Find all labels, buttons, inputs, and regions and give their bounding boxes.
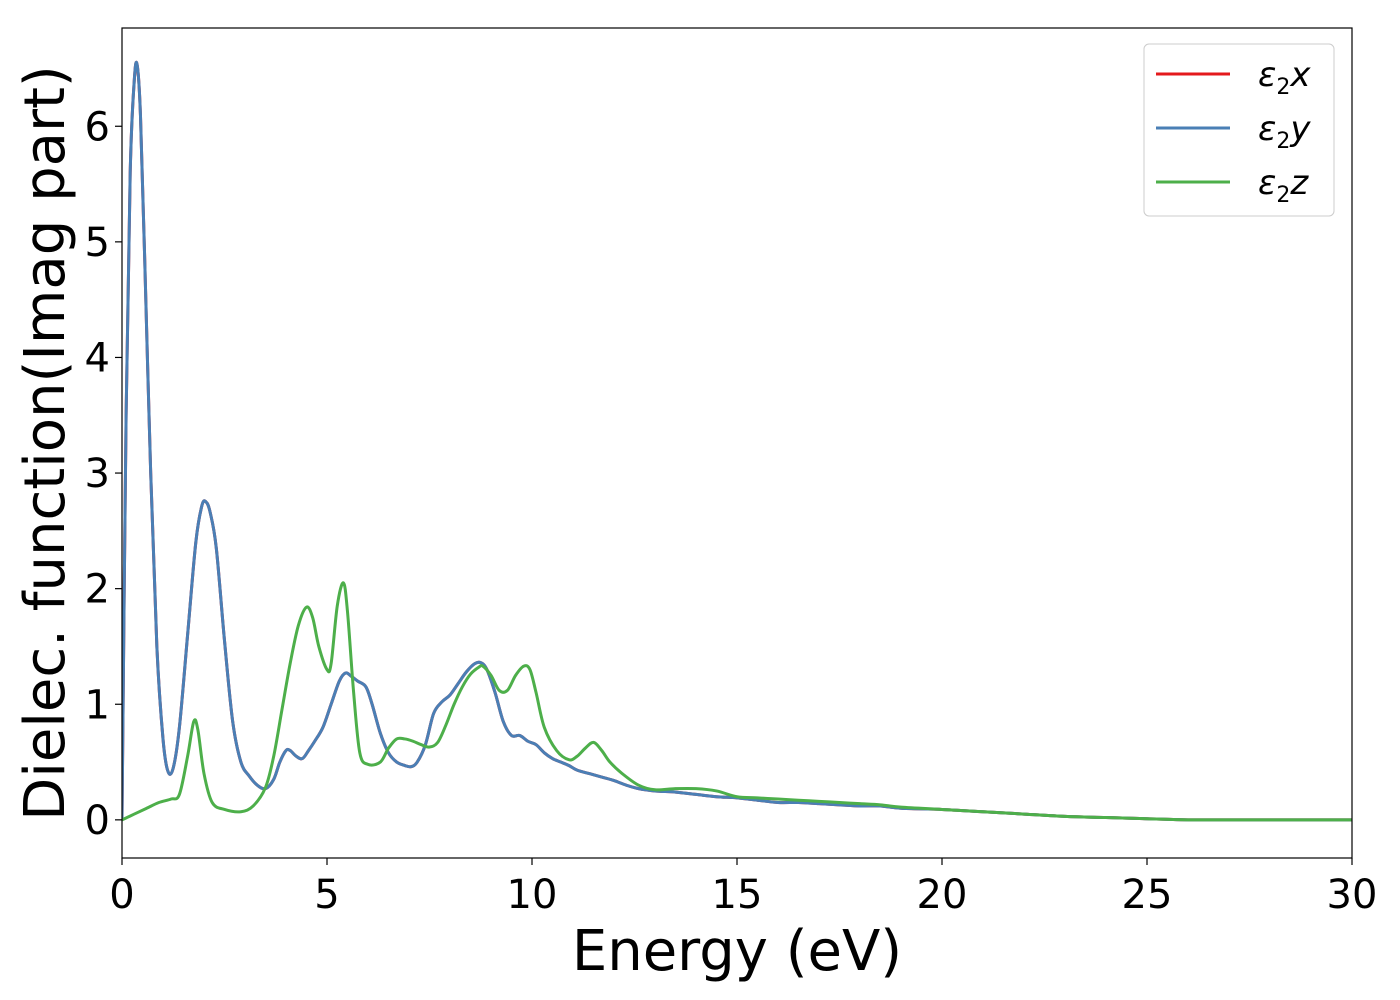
x-tick-label: 20 — [917, 872, 968, 918]
legend-label-z: ε2z — [1258, 163, 1309, 208]
x-axis-title: Energy (eV) — [572, 919, 902, 984]
series-line-y — [122, 60, 1352, 822]
legend: ε2x ε2y ε2z — [1143, 43, 1335, 217]
y-tick-label: 5 — [85, 220, 110, 266]
x-axis-ticks: 0 5 10 15 20 25 30 — [109, 858, 1377, 918]
x-tick-label: 0 — [109, 872, 134, 918]
legend-label-x: ε2x — [1258, 55, 1311, 100]
y-tick-label: 2 — [85, 567, 110, 613]
y-axis-ticks: 0 1 2 3 4 5 6 — [85, 104, 122, 844]
y-tick-label: 6 — [85, 104, 110, 150]
y-tick-label: 4 — [85, 335, 110, 381]
legend-label-y: ε2y — [1258, 109, 1311, 154]
series-layer — [122, 60, 1352, 822]
x-tick-label: 15 — [712, 872, 763, 918]
x-tick-label: 10 — [507, 872, 558, 918]
x-tick-label: 25 — [1122, 872, 1173, 918]
legend-box — [1143, 43, 1335, 217]
x-tick-label: 5 — [314, 872, 339, 918]
y-axis-title: Dielec. function(Imag part) — [13, 65, 78, 821]
x-tick-label: 30 — [1327, 872, 1378, 918]
series-line-z — [122, 581, 1352, 822]
y-tick-label: 0 — [85, 798, 110, 844]
y-tick-label: 1 — [85, 682, 110, 728]
y-tick-label: 3 — [85, 451, 110, 497]
